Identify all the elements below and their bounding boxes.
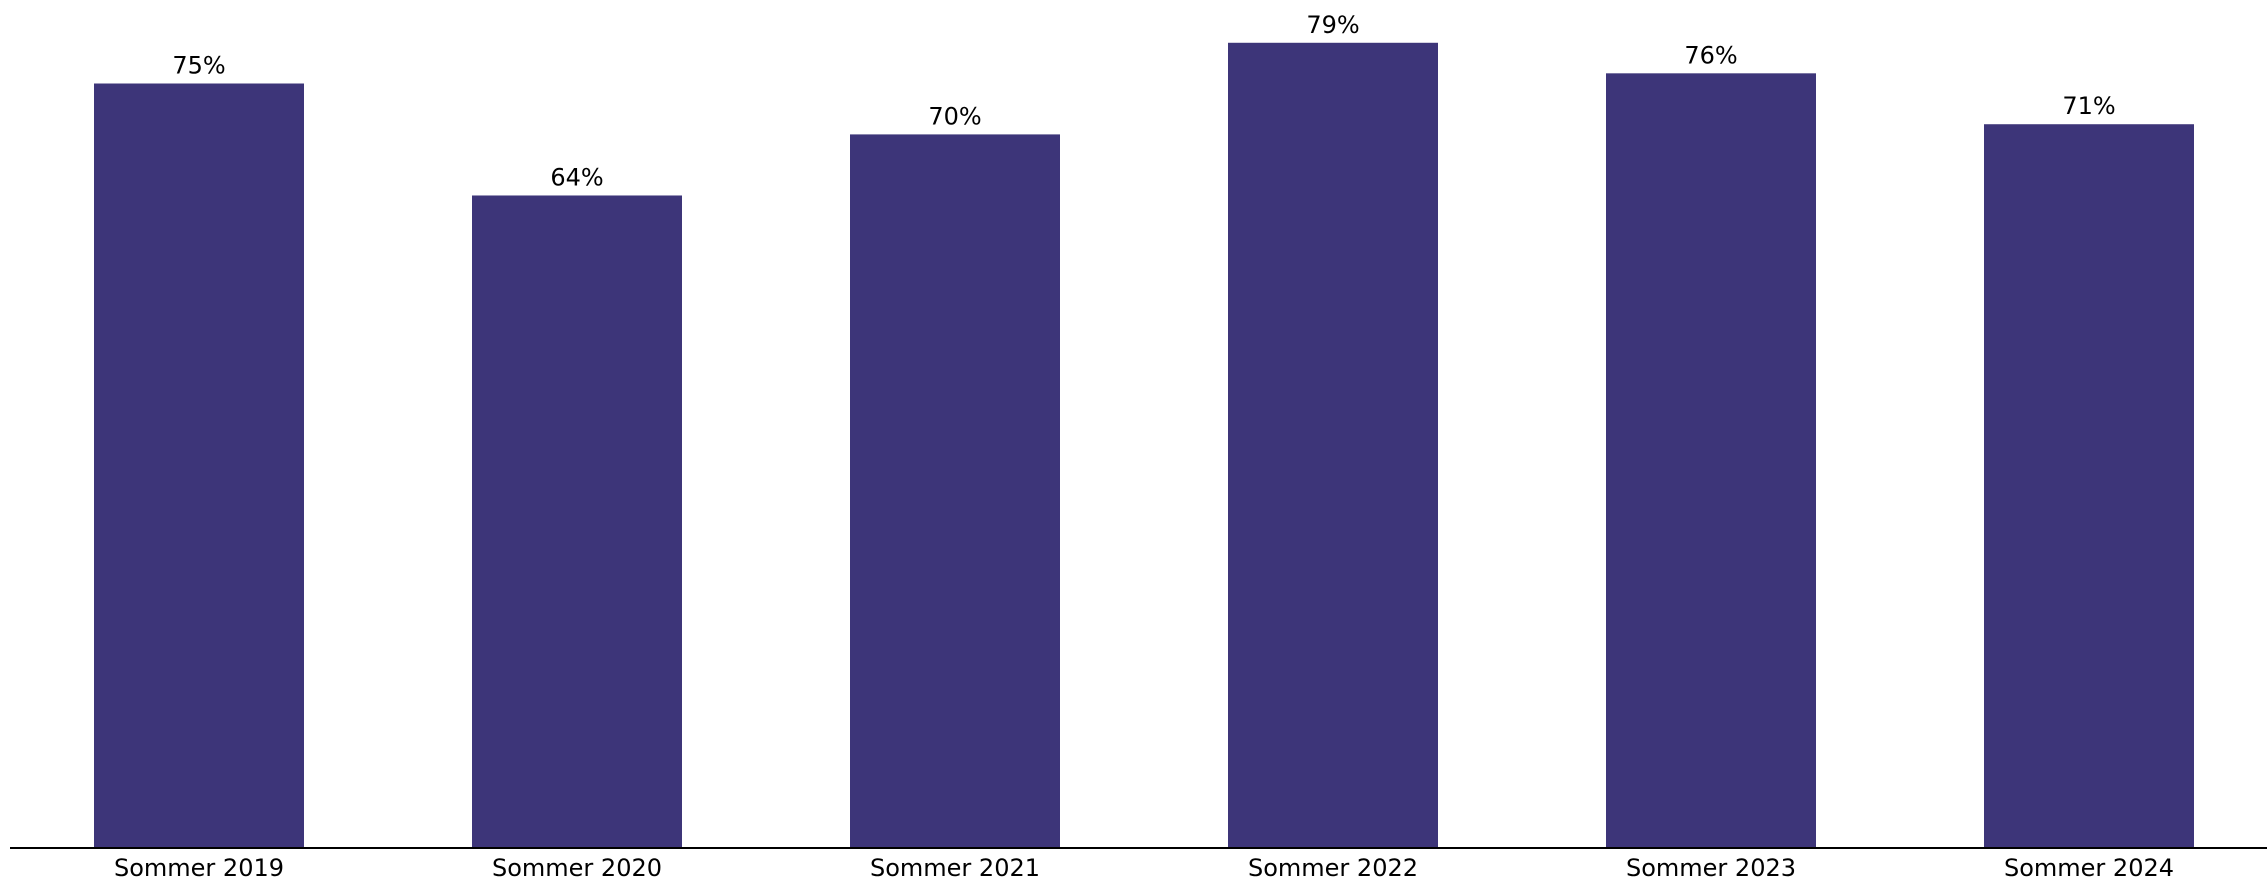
bar-sommer-2022: [1228, 42, 1438, 847]
x-tick-labels-group: Sommer 2019 Sommer 2020 Sommer 2021 Sommer …: [114, 854, 2174, 880]
bar-sommer-2021: [850, 134, 1060, 847]
x-tick-label: Sommer 2022: [1248, 854, 1418, 880]
bar-sommer-2020: [472, 195, 682, 848]
bar-sommer-2023: [1606, 73, 1816, 847]
value-label: 75%: [172, 52, 225, 80]
bar-sommer-2019: [94, 83, 304, 847]
bar-sommer-2024: [1984, 124, 2194, 848]
value-label: 70%: [928, 102, 981, 130]
value-labels-group: 75% 64% 70% 79% 76% 71%: [172, 11, 2115, 192]
value-label: 79%: [1306, 11, 1359, 39]
value-label: 71%: [2062, 92, 2115, 120]
x-tick-label: Sommer 2019: [114, 854, 284, 880]
x-tick-label: Sommer 2020: [492, 854, 662, 880]
x-tick-label: Sommer 2021: [870, 854, 1040, 880]
bars-group: [94, 42, 2194, 848]
x-tick-label: Sommer 2024: [2004, 854, 2174, 880]
value-label: 64%: [550, 163, 603, 191]
value-label: 76%: [1684, 41, 1737, 69]
x-tick-label: Sommer 2023: [1626, 854, 1796, 880]
